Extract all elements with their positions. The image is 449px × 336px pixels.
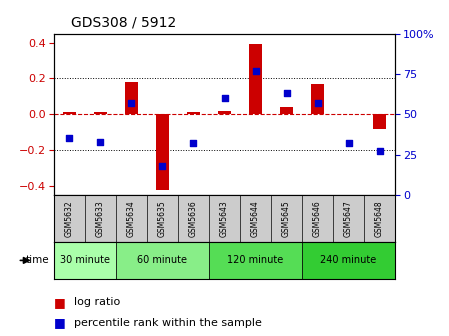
Text: log ratio: log ratio [74,297,120,307]
Point [97,139,104,144]
Text: GDS308 / 5912: GDS308 / 5912 [71,16,176,30]
Point [314,100,321,106]
Bar [209,242,302,279]
Text: GSM5633: GSM5633 [96,200,105,237]
Bar [218,111,231,114]
Point [66,136,73,141]
Text: ■: ■ [54,316,66,329]
Bar [116,242,209,279]
Text: GSM5644: GSM5644 [251,200,260,237]
Text: GSM5648: GSM5648 [375,200,384,237]
Text: 30 minute: 30 minute [60,255,110,265]
Text: ■: ■ [54,296,66,309]
Bar [311,84,324,114]
Text: percentile rank within the sample: percentile rank within the sample [74,318,262,328]
Text: 240 minute: 240 minute [321,255,377,265]
Bar [280,107,293,114]
Point [283,91,290,96]
Point [376,149,383,154]
Text: GSM5636: GSM5636 [189,200,198,237]
Point [128,100,135,106]
Text: GSM5643: GSM5643 [220,200,229,237]
Bar [156,114,169,190]
Point [159,163,166,169]
Point [252,68,259,73]
Text: 120 minute: 120 minute [227,255,284,265]
Text: GSM5632: GSM5632 [65,200,74,237]
Text: GSM5645: GSM5645 [282,200,291,237]
Text: time: time [26,255,49,265]
Text: GSM5634: GSM5634 [127,200,136,237]
Bar [374,114,386,129]
Text: GSM5647: GSM5647 [344,200,353,237]
Bar [125,82,138,114]
Text: 60 minute: 60 minute [137,255,187,265]
Bar [63,113,75,114]
Point [345,140,352,146]
Bar [94,113,106,114]
Bar [54,242,116,279]
Text: GSM5646: GSM5646 [313,200,322,237]
Point [221,95,228,101]
Text: GSM5635: GSM5635 [158,200,167,237]
Bar [302,242,395,279]
Bar [187,113,200,114]
Point [190,140,197,146]
Bar [249,44,262,114]
